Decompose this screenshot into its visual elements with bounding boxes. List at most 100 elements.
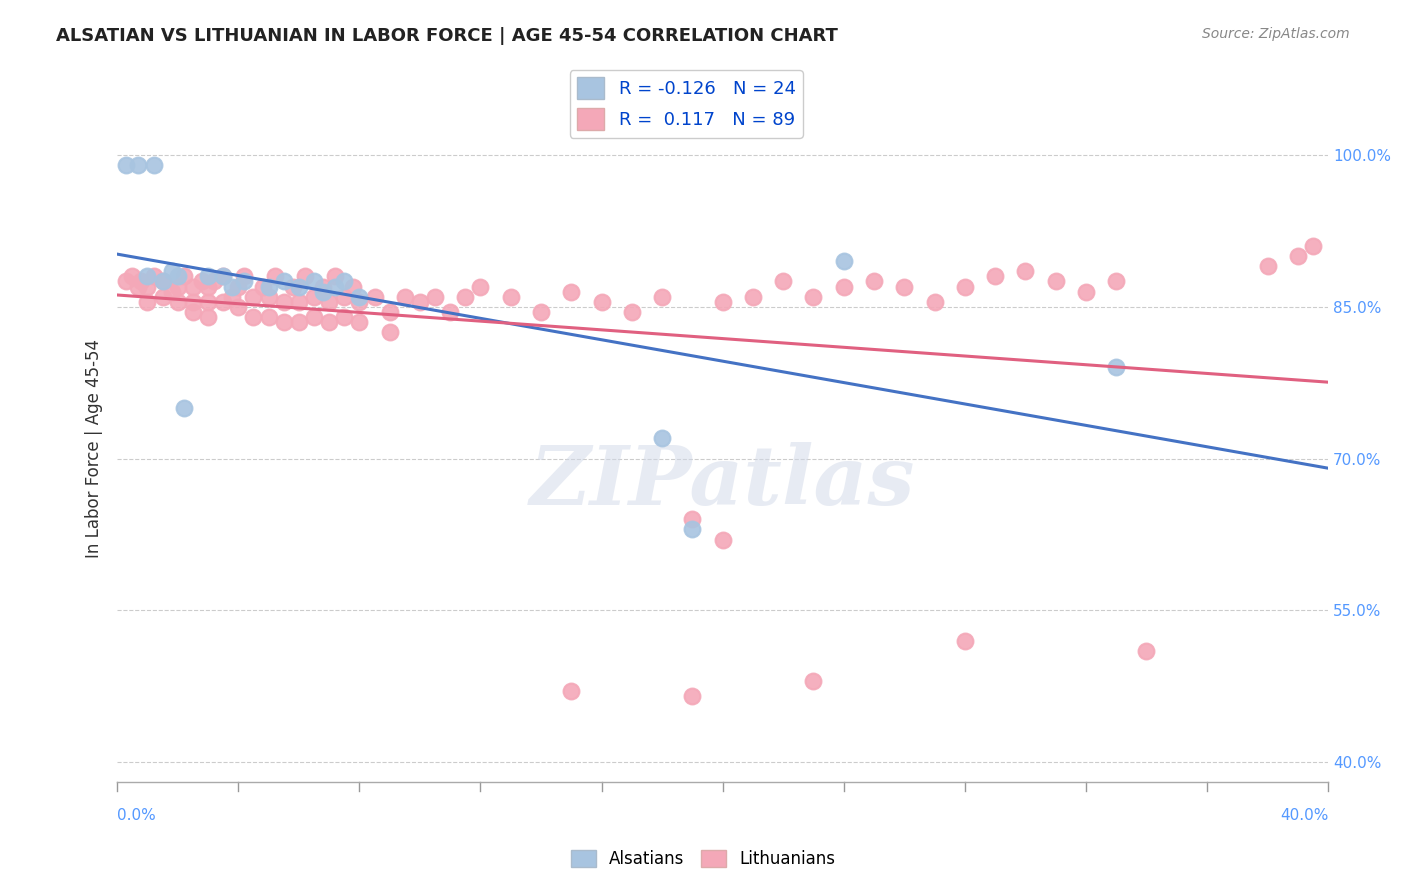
Point	[173, 269, 195, 284]
Point	[1105, 275, 1128, 289]
Point	[288, 279, 311, 293]
Point	[273, 275, 295, 289]
Text: 40.0%: 40.0%	[1279, 808, 1329, 822]
Point	[984, 269, 1007, 284]
Point	[333, 290, 356, 304]
Point	[318, 294, 340, 309]
Point	[681, 523, 703, 537]
Point	[166, 269, 188, 284]
Point	[378, 305, 401, 319]
Point	[252, 279, 274, 293]
Point	[136, 294, 159, 309]
Point	[312, 285, 335, 299]
Point	[302, 275, 325, 289]
Point	[121, 269, 143, 284]
Point	[273, 294, 295, 309]
Point	[181, 294, 204, 309]
Point	[257, 310, 280, 324]
Point	[560, 684, 582, 698]
Point	[1074, 285, 1097, 299]
Point	[394, 290, 416, 304]
Point	[191, 275, 214, 289]
Legend: R = -0.126   N = 24, R =  0.117   N = 89: R = -0.126 N = 24, R = 0.117 N = 89	[569, 70, 803, 137]
Point	[302, 290, 325, 304]
Point	[197, 269, 219, 284]
Point	[166, 294, 188, 309]
Point	[423, 290, 446, 304]
Point	[160, 264, 183, 278]
Point	[832, 279, 855, 293]
Point	[242, 290, 264, 304]
Point	[152, 275, 174, 289]
Point	[181, 279, 204, 293]
Point	[409, 294, 432, 309]
Point	[312, 279, 335, 293]
Point	[803, 290, 825, 304]
Point	[349, 315, 371, 329]
Point	[115, 158, 138, 172]
Point	[681, 512, 703, 526]
Point	[226, 279, 249, 293]
Point	[197, 279, 219, 293]
Point	[263, 269, 285, 284]
Point	[333, 310, 356, 324]
Point	[803, 674, 825, 689]
Point	[294, 269, 316, 284]
Legend: Alsatians, Lithuanians: Alsatians, Lithuanians	[564, 843, 842, 875]
Point	[115, 275, 138, 289]
Point	[530, 305, 553, 319]
Point	[233, 275, 256, 289]
Point	[202, 275, 225, 289]
Point	[212, 269, 235, 284]
Point	[181, 305, 204, 319]
Point	[863, 275, 886, 289]
Point	[560, 285, 582, 299]
Point	[924, 294, 946, 309]
Text: Source: ZipAtlas.com: Source: ZipAtlas.com	[1202, 27, 1350, 41]
Point	[318, 315, 340, 329]
Point	[257, 290, 280, 304]
Point	[342, 279, 364, 293]
Point	[470, 279, 492, 293]
Point	[772, 275, 794, 289]
Point	[212, 269, 235, 284]
Point	[221, 279, 243, 293]
Point	[288, 315, 311, 329]
Point	[1286, 249, 1309, 263]
Point	[378, 325, 401, 339]
Point	[953, 279, 976, 293]
Point	[1014, 264, 1036, 278]
Point	[226, 300, 249, 314]
Point	[681, 690, 703, 704]
Y-axis label: In Labor Force | Age 45-54: In Labor Force | Age 45-54	[86, 339, 103, 558]
Point	[591, 294, 613, 309]
Point	[257, 279, 280, 293]
Point	[333, 275, 356, 289]
Point	[127, 158, 149, 172]
Text: ALSATIAN VS LITHUANIAN IN LABOR FORCE | AGE 45-54 CORRELATION CHART: ALSATIAN VS LITHUANIAN IN LABOR FORCE | …	[56, 27, 838, 45]
Point	[363, 290, 385, 304]
Point	[439, 305, 461, 319]
Point	[323, 269, 346, 284]
Point	[212, 294, 235, 309]
Point	[454, 290, 477, 304]
Point	[173, 401, 195, 415]
Point	[142, 269, 165, 284]
Text: ZIPatlas: ZIPatlas	[530, 442, 915, 522]
Point	[233, 269, 256, 284]
Point	[711, 294, 734, 309]
Point	[197, 294, 219, 309]
Point	[136, 269, 159, 284]
Point	[221, 290, 243, 304]
Point	[349, 294, 371, 309]
Point	[1302, 239, 1324, 253]
Point	[160, 285, 183, 299]
Point	[273, 315, 295, 329]
Point	[131, 275, 153, 289]
Point	[1257, 260, 1279, 274]
Point	[620, 305, 643, 319]
Point	[499, 290, 522, 304]
Point	[152, 290, 174, 304]
Point	[281, 279, 304, 293]
Point	[127, 279, 149, 293]
